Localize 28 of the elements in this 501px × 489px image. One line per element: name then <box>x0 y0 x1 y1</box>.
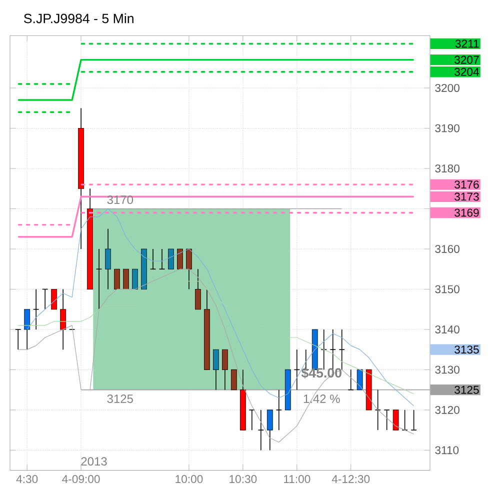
y-tick-label: 3120 <box>435 406 460 414</box>
y-tick-label: 3130 <box>435 366 460 374</box>
x-tick-label: 4-12:30 <box>332 475 370 484</box>
y-tick-label: 3190 <box>435 124 460 132</box>
legend-label: 3207 <box>454 56 479 64</box>
x-tick-label: 4:30 <box>16 475 38 484</box>
y-tick-label: 3140 <box>435 325 460 334</box>
text: 3211 <box>455 40 479 48</box>
annotation: 1.42 % <box>304 394 340 403</box>
x-tick-label: 10:30 <box>230 475 257 484</box>
y-tick-label: 3110 <box>435 446 459 454</box>
x-tick-label: 11:00 <box>284 475 310 484</box>
legend-label: 3169 <box>454 208 479 217</box>
text: 3176 <box>454 180 479 189</box>
annotation: 3125 <box>107 394 133 404</box>
y-tick-label: 3180 <box>435 164 460 172</box>
ref-line-label: 3125 <box>454 386 479 394</box>
x-tick-label: 10:00 <box>176 475 203 484</box>
annotation: 3170 <box>107 196 134 204</box>
y-tick-label: 3150 <box>435 285 460 294</box>
annotation: 2013 <box>81 457 107 466</box>
legend-label: 3173 <box>454 192 479 201</box>
text: 3135 <box>454 346 479 354</box>
chart-title: S.JP.J9984 - 5 Min <box>24 13 134 24</box>
x-tick-label: 4-09:00 <box>62 475 100 484</box>
y-tick-label: 3160 <box>435 244 460 253</box>
y-tick-label: 3200 <box>435 84 460 92</box>
legend-label: 3204 <box>454 68 479 76</box>
